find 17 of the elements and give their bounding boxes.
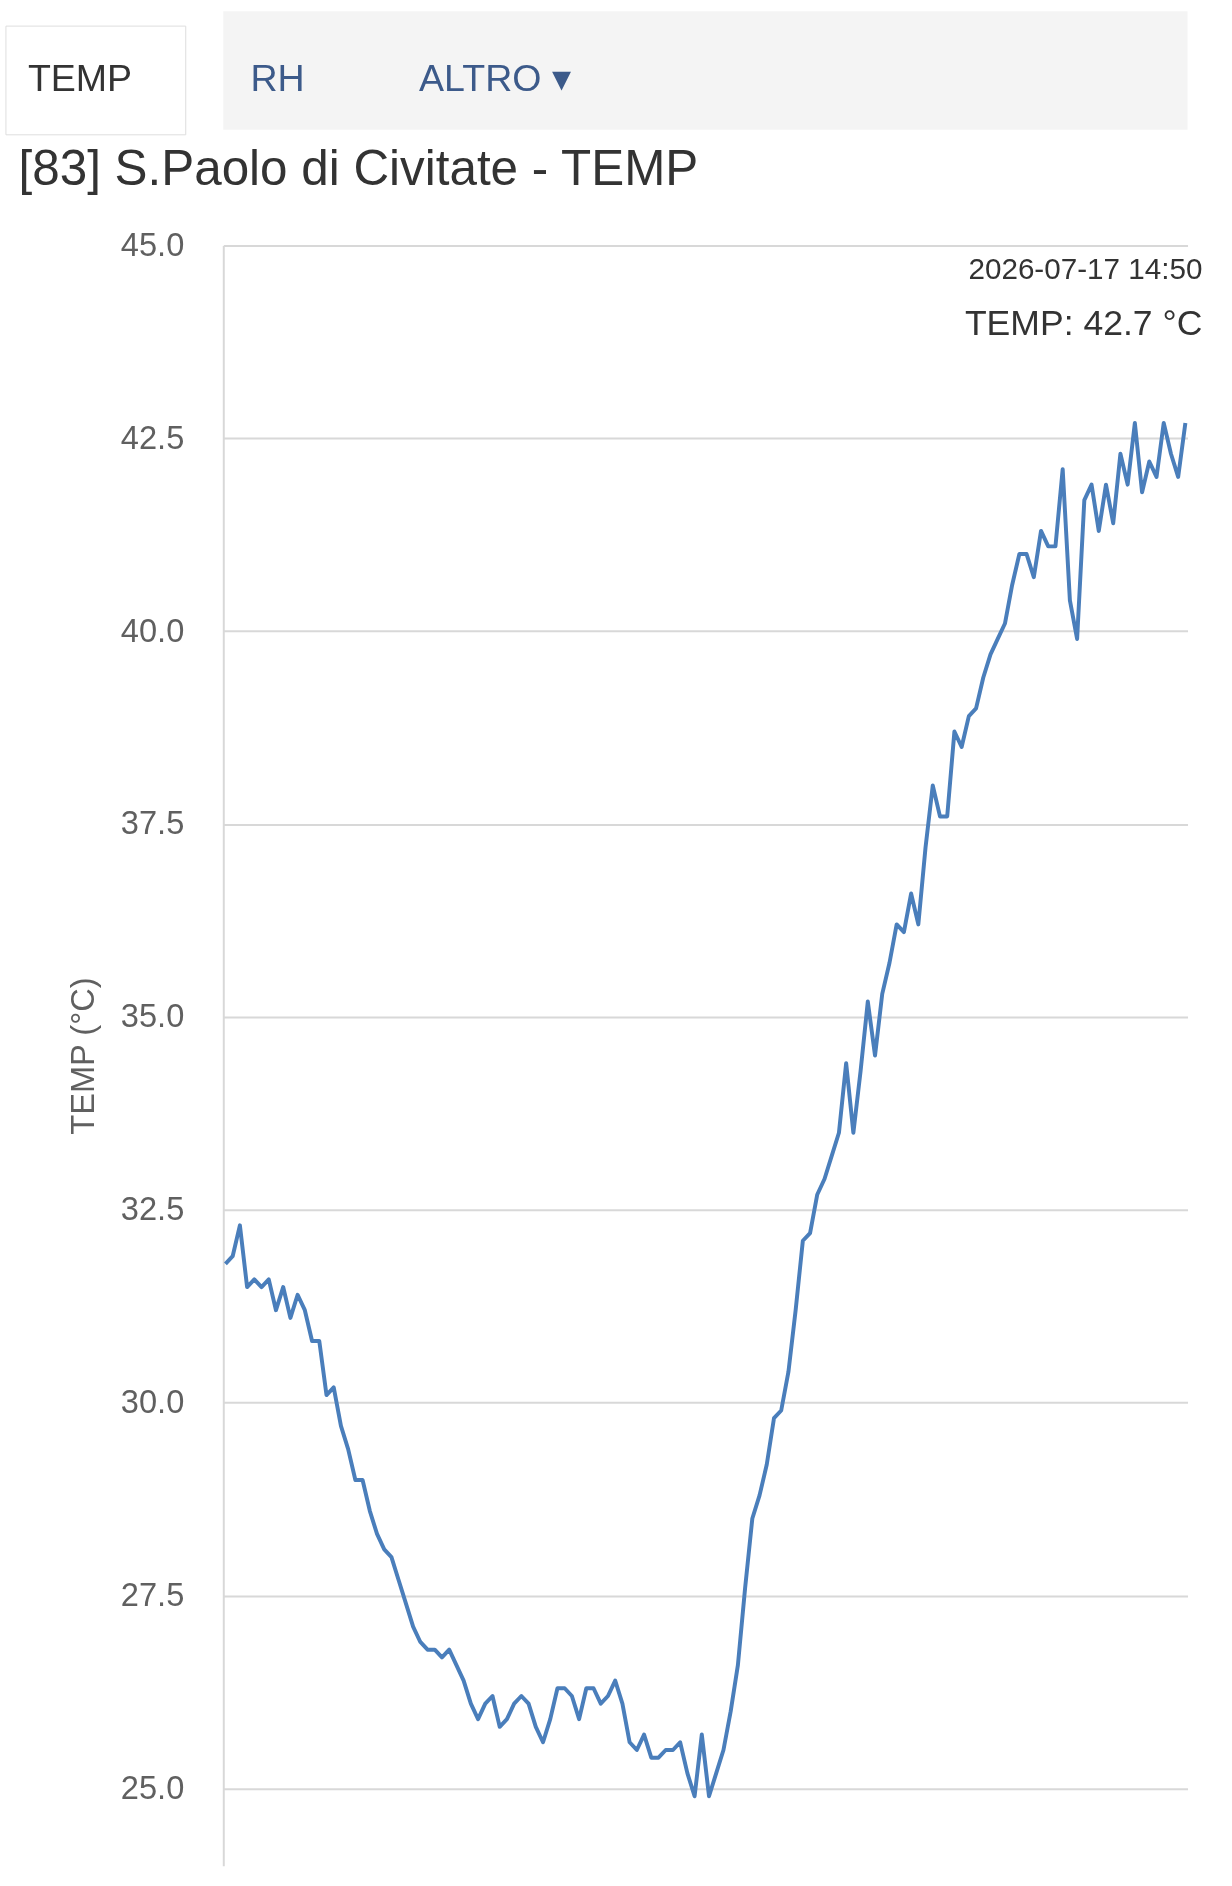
y-tick-label: 40.0 [120, 611, 185, 649]
y-tick-label: 32.5 [120, 1190, 185, 1228]
y-tick-label: 42.5 [120, 418, 185, 456]
line-series [223, 420, 1188, 1799]
chart-title: [83] S.Paolo di Civitate - TEMP [18, 140, 699, 196]
y-axis-title: TEMP (°C) [64, 977, 102, 1135]
y-tick-label: 35.0 [120, 997, 185, 1035]
text: RH [250, 57, 305, 100]
annotation: TEMP: 42.7 °C [964, 303, 1203, 344]
y-tick-label: 45.0 [120, 225, 185, 263]
annotation: 2026-07-17 14:50 [968, 252, 1203, 286]
y-tick-label: 30.0 [120, 1383, 185, 1421]
y-tick-label: 27.5 [120, 1576, 185, 1614]
y-tick-label: 37.5 [120, 804, 185, 842]
y-tick-label: 25.0 [120, 1768, 185, 1806]
text: TEMP [27, 57, 133, 100]
text: ALTRO ▾ [419, 57, 571, 100]
